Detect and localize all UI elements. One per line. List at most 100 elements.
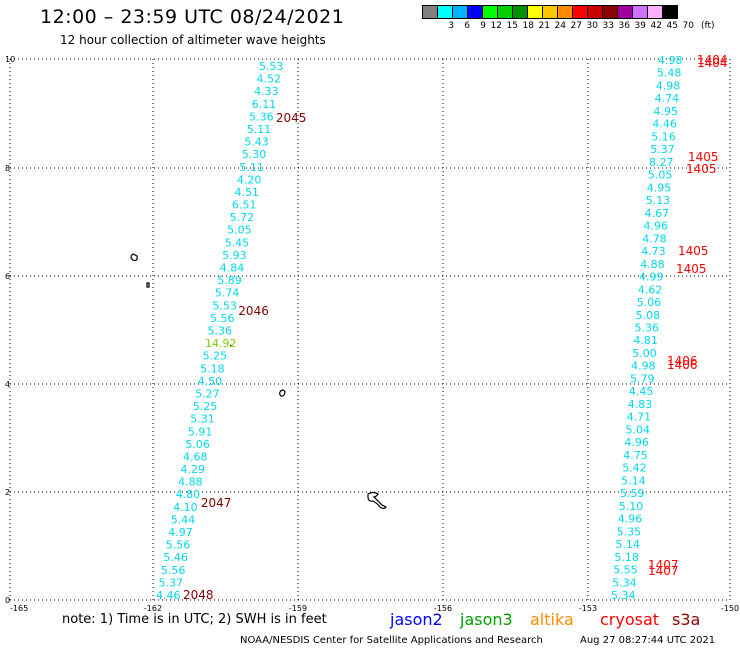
legend-item-jason2: jason2 xyxy=(390,610,443,629)
wave-height-label: 4.46 xyxy=(156,589,181,602)
time-label: 1405 xyxy=(688,150,719,164)
wave-height-label: 4.45 xyxy=(629,385,654,398)
wave-height-label: 4.50 xyxy=(198,375,223,388)
wave-height-label: 5.35 xyxy=(617,525,642,538)
colorbar-tick-label: 24 xyxy=(554,21,566,31)
wave-height-label: 5.06 xyxy=(185,438,210,451)
wave-height-label: 4.98 xyxy=(656,80,681,93)
wave-height-label: 4.10 xyxy=(173,501,198,514)
time-label: 2048 xyxy=(183,588,214,602)
y-tick-label: 10 xyxy=(5,55,15,64)
wave-height-label: 5.59 xyxy=(620,487,645,500)
x-tick-label: -165 xyxy=(10,604,28,613)
x-tick-label: -153 xyxy=(579,604,597,613)
wave-height-label: 5.16 xyxy=(651,130,676,143)
wave-height-label: 5.06 xyxy=(637,296,662,309)
island-outline xyxy=(279,389,286,397)
wave-height-label: 5.79 xyxy=(630,373,655,386)
time-label: 2045 xyxy=(276,111,307,125)
legend-item-jason3: jason3 xyxy=(460,610,513,629)
track-east: 4.985.484.984.744.954.465.165.378.275.05… xyxy=(611,53,728,602)
wave-height-label: 4.52 xyxy=(257,73,282,86)
wave-height-label: 5.13 xyxy=(646,194,671,207)
wave-height-label: 5.05 xyxy=(648,169,673,182)
wave-height-label: 4.88 xyxy=(178,476,203,489)
wave-height-label: 4.62 xyxy=(638,283,663,296)
wave-height-label: 4.74 xyxy=(655,92,680,105)
legend-item-s3a: s3a xyxy=(672,610,701,629)
colorbar-tick-label: 6 xyxy=(464,21,470,31)
wave-height-label: 5.44 xyxy=(171,513,196,526)
wave-height-label: 4.80 xyxy=(176,488,201,501)
time-label: 1407 xyxy=(648,564,679,578)
wave-height-label: 5.93 xyxy=(222,249,247,262)
y-tick-label: 8 xyxy=(5,164,10,173)
time-label: 1407 xyxy=(648,558,679,572)
time-label: 1405 xyxy=(678,244,709,258)
wave-height-label: 6.11 xyxy=(252,98,277,111)
wave-height-label: 4.20 xyxy=(237,173,262,186)
x-tick-label: -159 xyxy=(289,604,307,613)
wave-height-label: 4.51 xyxy=(235,186,260,199)
legend-item-cryosat: cryosat xyxy=(600,610,660,629)
wave-height-label: 4.75 xyxy=(623,449,648,462)
page-subtitle: 12 hour collection of altimeter wave hei… xyxy=(60,33,326,47)
wave-height-label: 5.56 xyxy=(210,312,235,325)
wave-height-label: 4.71 xyxy=(627,411,652,424)
wave-height-label: 6.51 xyxy=(232,199,257,212)
wave-height-label: 5.04 xyxy=(626,423,651,436)
colorbar-tick-label: 45 xyxy=(666,21,678,31)
time-label: 1406 xyxy=(667,358,698,372)
island-outline xyxy=(130,253,138,262)
wave-height-label: 5.43 xyxy=(244,136,268,149)
colorbar-tick-label: 15 xyxy=(506,21,518,31)
wave-height-label: 5.42 xyxy=(622,462,647,475)
wave-height-label: 5.34 xyxy=(612,576,637,589)
colorbar-tick-label: 3 xyxy=(448,21,454,31)
y-tick-label: 4 xyxy=(5,380,10,389)
wave-height-label: 5.14 xyxy=(621,474,646,487)
wave-height-label: 5.30 xyxy=(242,148,266,161)
timestamp: Aug 27 08:27:44 UTC 2021 xyxy=(580,635,716,646)
wave-height-label: 4.29 xyxy=(181,463,206,476)
x-tick-label: -150 xyxy=(721,604,739,613)
wave-height-label: 5.10 xyxy=(619,500,644,513)
wave-height-label: 5.25 xyxy=(203,350,228,363)
wave-height-label: 4.46 xyxy=(652,118,677,131)
colorbar-tick-label: 39 xyxy=(634,21,646,31)
islands xyxy=(130,253,387,510)
colorbar-tick-label: 33 xyxy=(602,21,614,31)
wave-height-label: 5.45 xyxy=(225,236,250,249)
wave-height-label: 5.36 xyxy=(635,322,660,335)
time-label: 1406 xyxy=(667,354,698,368)
wave-height-label: 8.27 xyxy=(649,156,674,169)
y-tick-label: 2 xyxy=(5,488,10,497)
wave-height-label: 5.72 xyxy=(230,211,255,224)
wave-height-label: 5.25 xyxy=(193,400,218,413)
wave-height-label: 5.91 xyxy=(188,425,213,438)
wave-height-label: 5.48 xyxy=(657,67,682,80)
wave-height-label: 5.53 xyxy=(259,60,284,73)
colorbar-tick-label: 27 xyxy=(570,21,582,31)
wave-height-label: 5.18 xyxy=(614,551,639,564)
wave-height-label: 5.56 xyxy=(161,564,186,577)
colorbar-tick-label: 30 xyxy=(586,21,598,31)
wave-height-label: 4.68 xyxy=(183,451,208,464)
colorbar-tick-label: 12 xyxy=(490,21,502,31)
time-label: 2047 xyxy=(201,496,232,510)
footnote: note: 1) Time is in UTC; 2) SWH is in fe… xyxy=(62,612,327,627)
island-outline xyxy=(146,282,150,288)
x-tick-label: -156 xyxy=(434,604,452,613)
wave-height-label: 4.96 xyxy=(618,513,643,526)
colorbar-tick-label: 9 xyxy=(480,21,486,31)
wave-height-label: 5.18 xyxy=(200,362,225,375)
wave-height-label: 4.33 xyxy=(254,85,279,98)
island-outline xyxy=(367,491,387,510)
wave-height-label: 5.05 xyxy=(227,224,252,237)
wave-height-label: 5.53 xyxy=(212,299,237,312)
wave-height-label: 4.81 xyxy=(633,334,658,347)
wave-height-label: 4.78 xyxy=(642,232,667,245)
colorbar-tick-label: 42 xyxy=(650,21,662,31)
wave-height-label: 5.14 xyxy=(616,538,641,551)
colorbar-tick-label: 18 xyxy=(522,21,534,31)
